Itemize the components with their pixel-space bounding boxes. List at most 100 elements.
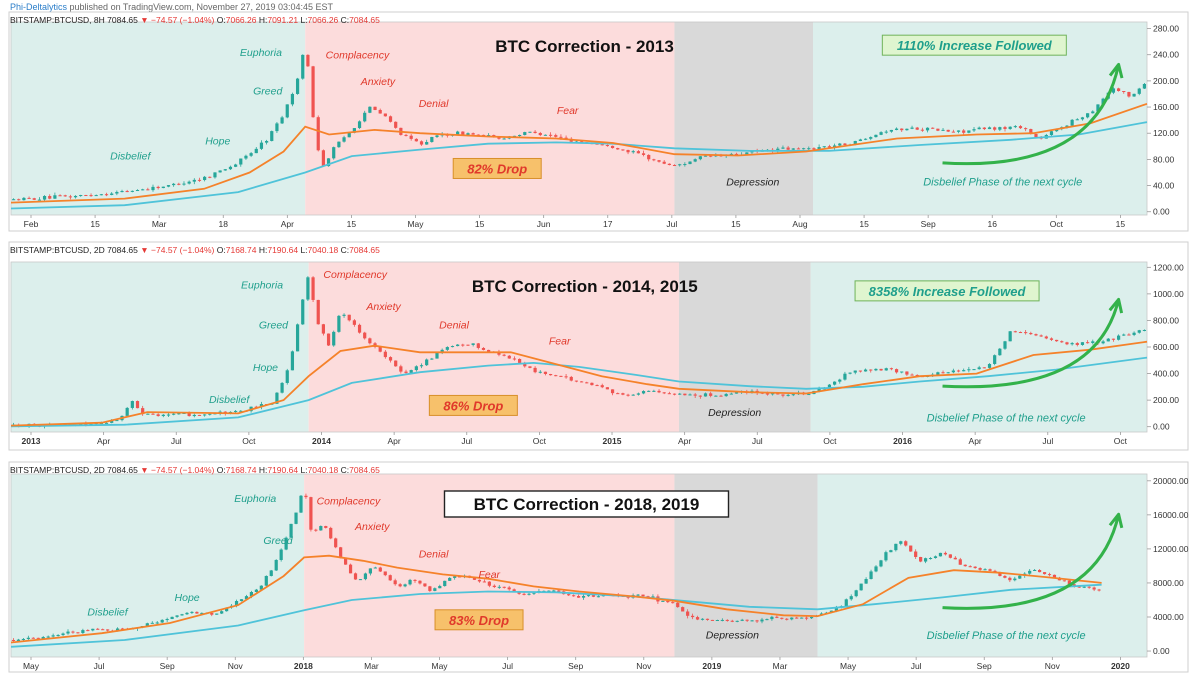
x-tick-label: 15 [859, 219, 869, 229]
high-value: 7190.64 [267, 245, 298, 255]
candle-body [705, 618, 710, 620]
candle-body [99, 194, 103, 196]
candle-body [998, 348, 1002, 356]
price-change: −74.57 (−1.04%) [151, 245, 214, 255]
x-tick-label: Oct [823, 436, 837, 446]
candle-body [56, 635, 60, 637]
candle-body [1086, 342, 1090, 344]
candle-body [135, 190, 140, 192]
candle-body [301, 299, 305, 325]
x-tick-label: Oct [533, 436, 547, 446]
candle-body [79, 195, 83, 197]
candle-body [394, 121, 398, 128]
candle-body [466, 344, 470, 346]
candle-body [398, 584, 402, 587]
candle-body [53, 195, 57, 199]
candle-body [864, 579, 868, 584]
candle-body [36, 637, 40, 639]
plot-border [10, 21, 1148, 216]
candle-body [672, 393, 677, 395]
candle-body [1034, 133, 1038, 138]
candle-body [641, 153, 646, 155]
candle-body [978, 568, 982, 570]
candle-body [652, 390, 656, 392]
x-tick-label: 2013 [22, 436, 41, 446]
candle-body [914, 551, 918, 557]
candle-body [84, 195, 88, 197]
x-tick-label: Oct [1114, 436, 1128, 446]
candle-body [688, 161, 692, 165]
candle-body [332, 331, 336, 346]
candle-body [910, 127, 914, 129]
candle-body [197, 179, 202, 181]
x-tick-label: Jul [752, 436, 763, 446]
candle-body [239, 410, 243, 412]
low-label: L: [300, 15, 307, 25]
candle-body [1052, 574, 1057, 578]
candle-body [27, 197, 31, 199]
low-value: 7066.26 [308, 15, 339, 25]
candle-body [120, 191, 124, 193]
candle-body [471, 133, 475, 135]
candle-body [869, 571, 873, 580]
candle-body [1013, 126, 1017, 128]
candle-body [517, 592, 521, 594]
candle-body [569, 376, 573, 381]
x-tick-label: Jun [537, 219, 551, 229]
candle-body [946, 129, 950, 132]
candle-body [671, 602, 675, 604]
candle-body [527, 593, 531, 595]
candle-body [358, 579, 363, 581]
phase-annotation: Denial [419, 548, 449, 560]
candle-body [378, 346, 382, 352]
candle-body [337, 141, 341, 148]
candle-body [110, 193, 114, 195]
candle-body [946, 372, 950, 374]
candle-body [26, 637, 30, 639]
candle-body [1097, 589, 1101, 591]
candle-body [920, 129, 924, 131]
candle-body [363, 573, 368, 580]
candle-body [215, 613, 219, 615]
phase-band-depression [678, 262, 811, 432]
candle-body [234, 410, 238, 412]
candle-body [295, 324, 300, 352]
candle-body [528, 366, 532, 368]
candle-body [683, 164, 687, 166]
candle-body [311, 66, 315, 118]
candle-body [982, 367, 986, 369]
candle-body [135, 401, 140, 409]
low-label: L: [300, 245, 307, 255]
candle-body [423, 583, 427, 587]
candle-body [156, 186, 160, 189]
x-axis: May Jul Sep Nov 2018 Mar May Jul Sep Nov 2019 Mar Ma… [23, 657, 1130, 671]
candle-body [1080, 342, 1085, 345]
chart-panel-1: BITSTAMP:BTCUSD, 8H 7084.65 ▼ −74.57 (−1… [8, 11, 1189, 232]
candle-body [1122, 334, 1126, 336]
author-link[interactable]: Phi-Deltalytics [10, 2, 68, 12]
candle-body [368, 106, 372, 113]
candle-body [833, 145, 837, 148]
candle-body [16, 639, 21, 641]
candle-body [651, 596, 655, 598]
candle-body [388, 116, 393, 122]
candle-body [827, 146, 832, 148]
candle-body [279, 549, 283, 560]
candle-body [1055, 339, 1059, 342]
candle-body [1137, 330, 1141, 333]
candle-body [1080, 117, 1085, 120]
candle-body [948, 554, 952, 558]
candle-body [394, 360, 398, 367]
candle-body [596, 596, 601, 598]
candle-body [1082, 586, 1086, 588]
candle-body [71, 631, 75, 633]
candle-body [177, 183, 181, 185]
chart-title: BTC Correction - 2014, 2015 [472, 277, 698, 296]
x-tick-label: Feb [24, 219, 39, 229]
candle-body [225, 607, 229, 612]
candle-body [710, 619, 715, 621]
moving-average-fast [10, 340, 1148, 427]
candle-body [616, 148, 620, 150]
candle-body [192, 414, 196, 417]
candle-body [1111, 88, 1116, 93]
